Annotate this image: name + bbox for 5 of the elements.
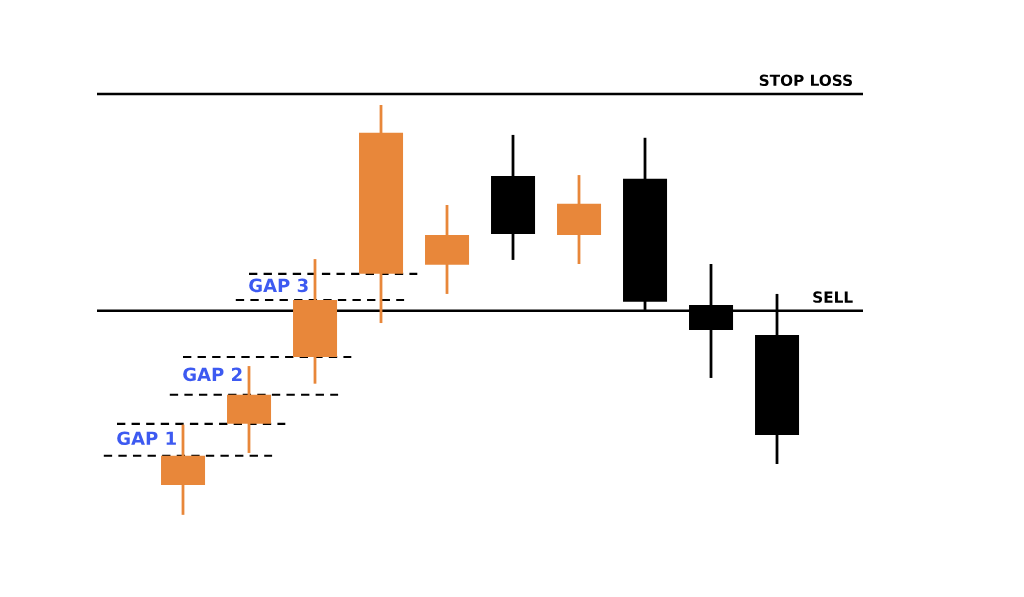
annotation: GAP 2 bbox=[183, 367, 242, 382]
ref-line-label: STOP LOSS bbox=[759, 74, 852, 87]
annotation: GAP 3 bbox=[249, 278, 308, 293]
ref-line-label: SELL bbox=[813, 291, 853, 303]
annotation: GAP 1 bbox=[117, 431, 176, 446]
